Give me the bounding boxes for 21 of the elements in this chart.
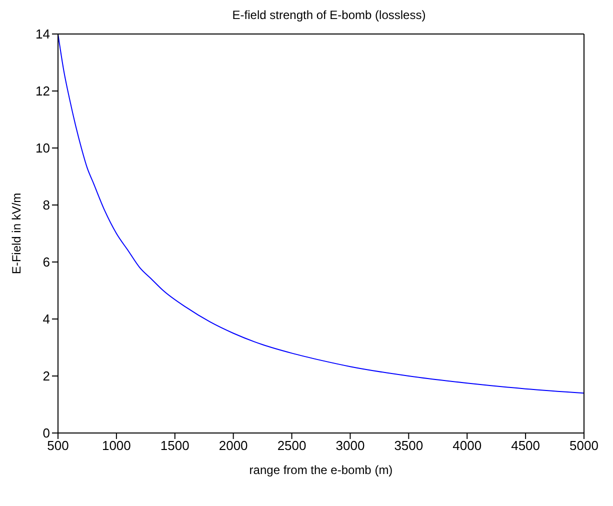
x-tick-label: 500 [47, 438, 69, 454]
chart-title: E-field strength of E-bomb (lossless) [231, 8, 427, 22]
y-tick-label: 2 [42, 368, 50, 384]
x-tick-label: 1000 [102, 438, 131, 454]
y-tick-label: 10 [36, 140, 50, 156]
x-tick-label: 2000 [218, 438, 248, 454]
y-tick-label: 12 [36, 84, 50, 99]
y-tick-label: 8 [42, 198, 50, 213]
x-tick-label: 5000 [570, 438, 598, 454]
y-tick-label: 4 [42, 312, 50, 327]
y-tick-label: 14 [36, 26, 50, 42]
y-axis-title: E-Field in kV/m [9, 192, 24, 274]
x-tick-label: 2500 [277, 438, 306, 454]
y-tick-label: 6 [42, 254, 50, 270]
x-tick-label: 3000 [336, 438, 365, 454]
x-tick-label: 4000 [452, 438, 482, 454]
x-tick-label: 4500 [511, 438, 540, 454]
x-tick-label: 3500 [394, 438, 424, 454]
y-tick-label: 0 [42, 426, 50, 441]
x-tick-label: 1500 [160, 438, 190, 454]
x-axis-title: range from the e-bomb (m) [249, 463, 393, 477]
